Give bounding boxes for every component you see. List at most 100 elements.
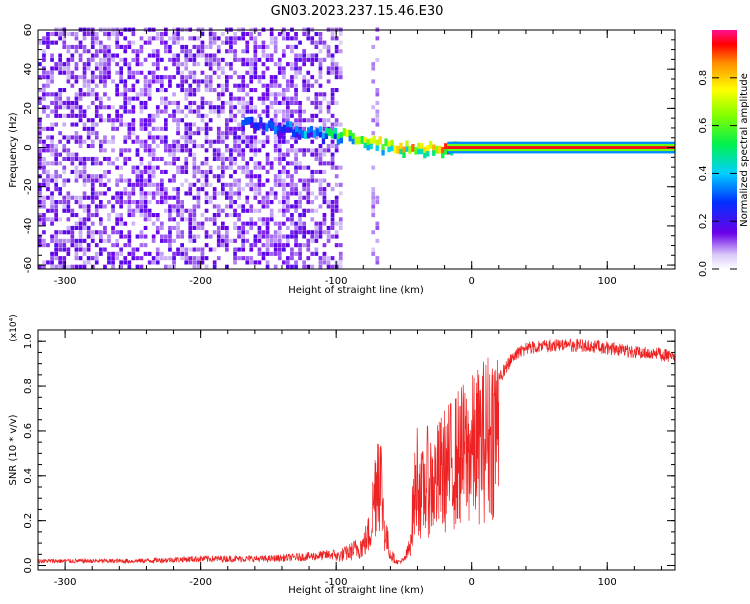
heatmap-cell xyxy=(229,62,233,67)
heatmap-cell xyxy=(74,62,79,67)
heatmap-cell xyxy=(286,127,290,133)
heatmap-cell xyxy=(139,195,144,200)
heatmap-cell xyxy=(86,88,91,93)
heatmap-cell xyxy=(441,146,445,155)
heatmap-cell xyxy=(326,200,331,205)
heatmap-cell xyxy=(310,57,315,62)
heatmap-cell xyxy=(90,100,95,105)
heatmap-cell xyxy=(58,53,62,58)
heatmap-cell xyxy=(253,208,258,213)
heatmap-cell xyxy=(310,178,315,183)
heatmap-cell xyxy=(168,243,172,248)
heatmap-cell xyxy=(318,225,323,230)
heatmap-cell xyxy=(188,208,193,213)
heatmap-cell xyxy=(180,135,184,140)
heatmap-cell xyxy=(306,36,311,41)
heatmap-cell xyxy=(62,208,67,213)
heatmap-cell xyxy=(295,126,299,134)
heatmap-cell xyxy=(50,79,54,84)
heatmap-cell xyxy=(99,182,103,187)
heatmap-cell xyxy=(54,187,58,192)
heatmap-cell xyxy=(90,264,95,269)
heatmap-cell xyxy=(58,139,62,144)
heatmap-cell xyxy=(58,32,62,37)
heatmap-cell xyxy=(257,165,262,170)
heatmap-cell xyxy=(314,79,319,84)
heatmap-cell xyxy=(265,260,270,265)
heatmap-cell xyxy=(115,92,119,97)
heatmap-cell xyxy=(192,204,197,209)
heatmap-cell xyxy=(282,204,286,209)
heatmap-cell xyxy=(127,62,132,67)
heatmap-cell xyxy=(257,200,262,205)
heatmap-cell xyxy=(314,225,319,230)
heatmap-cell xyxy=(229,100,233,105)
heatmap-cell xyxy=(155,256,160,261)
heatmap-cell xyxy=(216,204,221,209)
heatmap-cell xyxy=(42,40,46,45)
heatmap-cell xyxy=(70,234,75,239)
heatmap-cell xyxy=(277,135,282,140)
heatmap-cell xyxy=(42,264,46,269)
heatmap-cell xyxy=(38,234,42,239)
heatmap-cell xyxy=(237,195,241,200)
heatmap-cell xyxy=(277,100,282,105)
heatmap-cell xyxy=(237,247,241,252)
heatmap-cell xyxy=(172,75,176,80)
heatmap-cell xyxy=(78,40,83,45)
heatmap-cell xyxy=(334,195,339,200)
heatmap-cell xyxy=(139,144,144,149)
heatmap-cell xyxy=(249,62,254,67)
heatmap-cell xyxy=(82,156,87,161)
heatmap-cell xyxy=(204,208,209,213)
heatmap-cell xyxy=(147,131,152,136)
heatmap-cell xyxy=(151,221,156,226)
heatmap-cell xyxy=(66,247,71,252)
heatmap-cell xyxy=(306,79,311,84)
snr-xlabel: Height of straight line (km) xyxy=(288,585,424,596)
heatmap-cell xyxy=(269,118,274,123)
heatmap-cell xyxy=(74,195,79,200)
heatmap-cell xyxy=(66,191,71,196)
heatmap-cell xyxy=(269,75,274,80)
heatmap-cell xyxy=(200,225,205,230)
heatmap-cell xyxy=(42,139,46,144)
heatmap-cell xyxy=(160,156,164,161)
heatmap-cell xyxy=(306,195,311,200)
heatmap-cell xyxy=(70,195,75,200)
heatmap-cell xyxy=(147,40,152,45)
heatmap-cell xyxy=(54,148,58,153)
heatmap-cell xyxy=(253,243,258,248)
heatmap-cell xyxy=(139,182,144,187)
heatmap-cell xyxy=(78,75,83,80)
heatmap-cell xyxy=(302,83,306,88)
heatmap-cell xyxy=(294,221,298,226)
heatmap-cell xyxy=(180,251,184,256)
heatmap-cell xyxy=(123,57,128,62)
heatmap-cell xyxy=(54,156,58,161)
heatmap-cell xyxy=(229,131,233,136)
heatmap-cell xyxy=(42,217,46,222)
heatmap-cell xyxy=(143,105,148,110)
heatmap-cell xyxy=(160,36,164,41)
heatmap-cell xyxy=(204,191,209,196)
heatmap-cell xyxy=(334,49,339,54)
heatmap-cell xyxy=(176,251,180,256)
heatmap-cell xyxy=(192,169,197,174)
heatmap-cell xyxy=(321,132,326,141)
heatmap-cell xyxy=(318,132,323,138)
heatmap-cell xyxy=(229,36,233,41)
heatmap-cell xyxy=(160,182,164,187)
heatmap-cell xyxy=(155,66,160,71)
heatmap-cell xyxy=(286,62,290,67)
heatmap-cell xyxy=(155,260,160,265)
heatmap-cell xyxy=(302,57,306,62)
heatmap-cell xyxy=(208,195,213,200)
heatmap-cell xyxy=(310,251,315,256)
heatmap-cell xyxy=(172,251,176,256)
heatmap-cell xyxy=(306,191,311,196)
heatmap-cell xyxy=(94,62,99,67)
heatmap-cell xyxy=(58,113,62,118)
heatmap-cell xyxy=(103,49,107,54)
heatmap-cell xyxy=(176,66,180,71)
